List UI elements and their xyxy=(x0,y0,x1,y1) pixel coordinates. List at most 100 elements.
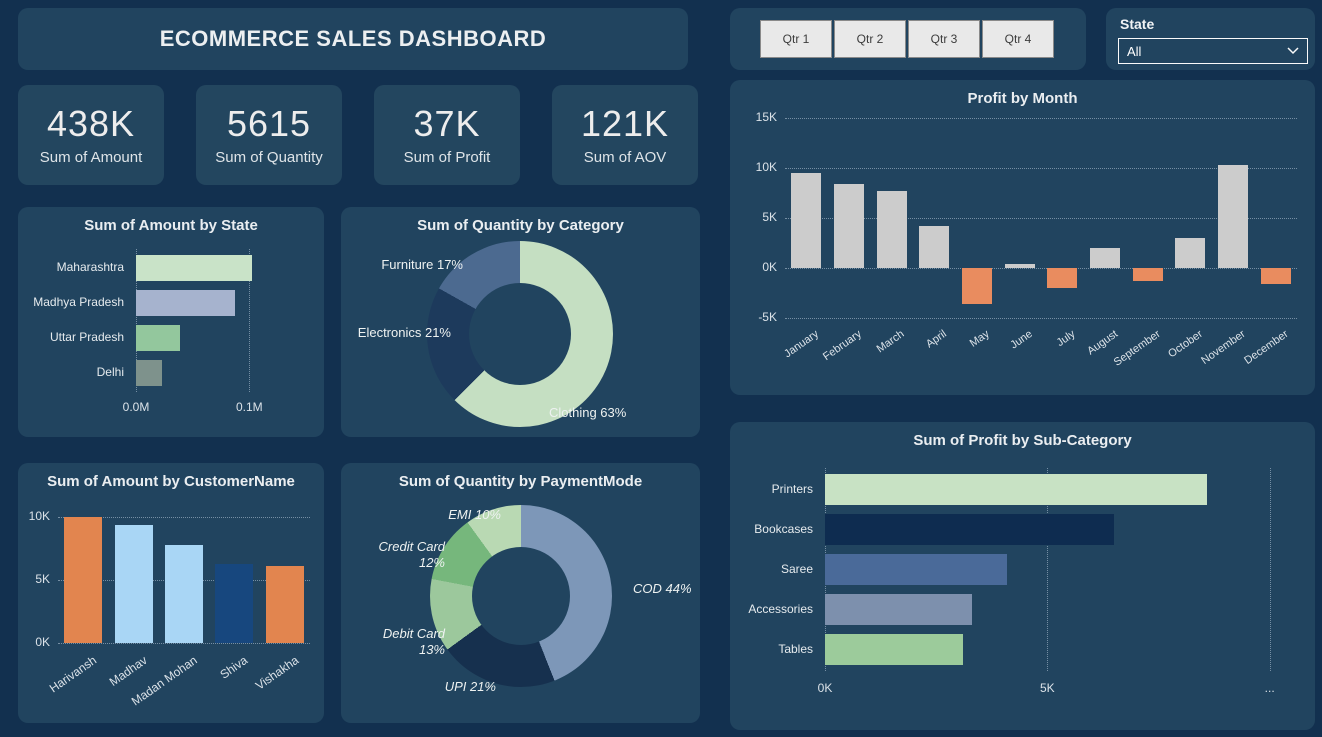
quarter-button-qtr-4[interactable]: Qtr 4 xyxy=(982,20,1054,58)
bar-bookcases[interactable] xyxy=(825,514,1115,545)
donut-label-clothing: Clothing 63% xyxy=(549,405,627,420)
quantity_by_payment-donut[interactable] xyxy=(430,505,612,687)
bar-june[interactable] xyxy=(1004,264,1035,268)
profit_by_month-plot: 15K 10K 5K 0K -5K January February March April Ma… xyxy=(756,110,1297,369)
chart-title: Sum of Amount by State xyxy=(84,217,258,234)
quarter-button-qtr-1[interactable]: Qtr 1 xyxy=(760,20,832,58)
category-label-delhi: Delhi xyxy=(96,365,124,379)
category-label-august: August xyxy=(1084,328,1120,358)
profit_by_subcategory-plot: 0K 5K... Printers Bookcases Saree Accessories… xyxy=(748,468,1283,695)
bar-january[interactable] xyxy=(791,173,822,268)
chart-title: Sum of Profit by Sub-Category xyxy=(913,432,1132,449)
gridline xyxy=(1047,468,1049,671)
bar-tables[interactable] xyxy=(825,634,963,665)
gridline xyxy=(785,318,1297,319)
kpi-value: 37K xyxy=(413,102,481,144)
kpi-label: Sum of Quantity xyxy=(215,149,323,167)
chevron-down-icon xyxy=(1287,47,1299,55)
bar-april[interactable] xyxy=(919,226,950,268)
chart-panel-profit-by-month: Profit by Month 15K 10K 5K 0K -5K January Febr… xyxy=(730,80,1315,395)
bar-may[interactable] xyxy=(962,268,992,304)
chart-title: Sum of Quantity by PaymentMode xyxy=(398,473,643,490)
x-axis-tick: 0.0M xyxy=(122,400,150,414)
bar-december[interactable] xyxy=(1260,268,1291,284)
donut-label-electronics: Electronics 21% xyxy=(357,325,451,340)
y-axis-tick: 5K xyxy=(35,572,50,587)
category-label-november: November xyxy=(1199,328,1248,367)
state-dropdown[interactable]: All xyxy=(1118,38,1308,64)
quarter-button-qtr-3[interactable]: Qtr 3 xyxy=(908,20,980,58)
quantity_by_category-donut[interactable] xyxy=(427,241,613,427)
kpi-card-sum-of-quantity: 5615 Sum of Quantity xyxy=(196,85,342,185)
page-title: ECOMMERCE SALES DASHBOARD xyxy=(159,26,547,51)
y-axis-tick: 0K xyxy=(35,635,50,649)
x-axis-tick: 5K xyxy=(1039,681,1055,695)
amount_by_customer-plot: 10K 5K 0K Harivansh Madhav Madan Mohan Shiva Vi… xyxy=(29,507,310,708)
category-label-vishakha: Vishakha xyxy=(252,653,301,693)
chart-panel-amount-by-state: Sum of Amount by State 0.0M 0.1M Maharasht… xyxy=(18,207,324,437)
y-axis-tick: 10K xyxy=(755,160,777,174)
kpi-value: 5615 xyxy=(226,102,312,144)
bar-september[interactable] xyxy=(1132,268,1163,281)
gridline xyxy=(249,249,251,392)
gridline xyxy=(136,249,137,392)
bar-maharashtra[interactable] xyxy=(136,255,252,281)
bar-madhya-pradesh[interactable] xyxy=(136,290,235,316)
donut-label-credit-card: Credit Card 12% xyxy=(378,539,445,571)
donut-label-furniture: Furniture 17% xyxy=(381,257,463,272)
bar-accessories[interactable] xyxy=(825,594,972,625)
bar-shiva[interactable] xyxy=(215,563,254,643)
kpi-label: Sum of Amount xyxy=(39,149,143,167)
quarter-buttons: Qtr 1 Qtr 2 Qtr 3 Qtr 4 xyxy=(760,20,1056,58)
bar-delhi[interactable] xyxy=(136,360,163,386)
x-axis-tick: 0K xyxy=(817,681,833,695)
category-label-september: September xyxy=(1111,328,1163,369)
chart-profit-by-month: 15K 10K 5K 0K -5K January February March April Ma… xyxy=(730,80,1315,395)
category-label-december: December xyxy=(1242,328,1291,367)
donut-label-upi: UPI 21% xyxy=(444,679,496,694)
y-axis-tick: 15K xyxy=(755,110,777,124)
bar-vishakha[interactable] xyxy=(265,566,304,643)
donut-label-debit-card: Debit Card 13% xyxy=(382,626,445,658)
category-label-bookcases: Bookcases xyxy=(754,521,813,536)
y-axis-tick: 0K xyxy=(762,260,777,274)
bar-october[interactable] xyxy=(1175,238,1206,268)
bar-harivansh[interactable] xyxy=(64,517,103,643)
donut-label-emi: EMI 10% xyxy=(448,507,501,522)
bar-november[interactable] xyxy=(1218,165,1248,268)
gridline xyxy=(1269,468,1271,671)
y-axis-tick: 5K xyxy=(762,210,777,224)
quarter-button-qtr-2[interactable]: Qtr 2 xyxy=(834,20,906,58)
category-label-july: July xyxy=(1054,328,1078,350)
bar-madhav[interactable] xyxy=(114,524,153,643)
category-label-may: May xyxy=(967,328,992,350)
chart-panel-amount-by-customer: Sum of Amount by CustomerName 10K 5K 0K Har… xyxy=(18,463,324,723)
bar-uttar-pradesh[interactable] xyxy=(136,325,181,351)
category-label-harivansh: Harivansh xyxy=(46,653,100,696)
bar-august[interactable] xyxy=(1090,248,1120,268)
gridline xyxy=(58,517,310,519)
category-label-saree: Saree xyxy=(780,561,813,576)
chart-quantity-by-category: Clothing 63% Electronics 21% Furniture 17% xyxy=(341,207,700,437)
donut-label-cod: COD 44% xyxy=(633,581,692,596)
chart-panel-profit-by-subcategory: Sum of Profit by Sub-Category 0K 5K... Pri… xyxy=(730,422,1315,730)
amount_by_state-plot: 0.0M 0.1M Maharashtra Madhya Pradesh Uttar P… xyxy=(33,249,306,414)
bar-printers[interactable] xyxy=(825,474,1208,505)
category-label-madhya-pradesh: Madhya Pradesh xyxy=(33,295,124,309)
bar-march[interactable] xyxy=(876,191,907,268)
quarter-filter-panel: Qtr 1 Qtr 2 Qtr 3 Qtr 4 xyxy=(730,8,1086,70)
kpi-card-sum-of-profit: 37K Sum of Profit xyxy=(374,85,520,185)
gridline xyxy=(785,218,1297,219)
y-axis-tick: -5K xyxy=(758,310,777,324)
gridline xyxy=(785,168,1297,169)
category-label-printers: Printers xyxy=(771,481,813,496)
gridline xyxy=(785,268,1297,269)
bar-saree[interactable] xyxy=(825,554,1008,585)
bar-february[interactable] xyxy=(834,184,864,268)
bar-madan-mohan[interactable] xyxy=(165,544,203,643)
category-label-madhav: Madhav xyxy=(106,653,150,689)
category-label-january: January xyxy=(782,328,822,361)
bar-july[interactable] xyxy=(1047,268,1078,288)
x-axis-tick: ... xyxy=(1264,681,1275,695)
